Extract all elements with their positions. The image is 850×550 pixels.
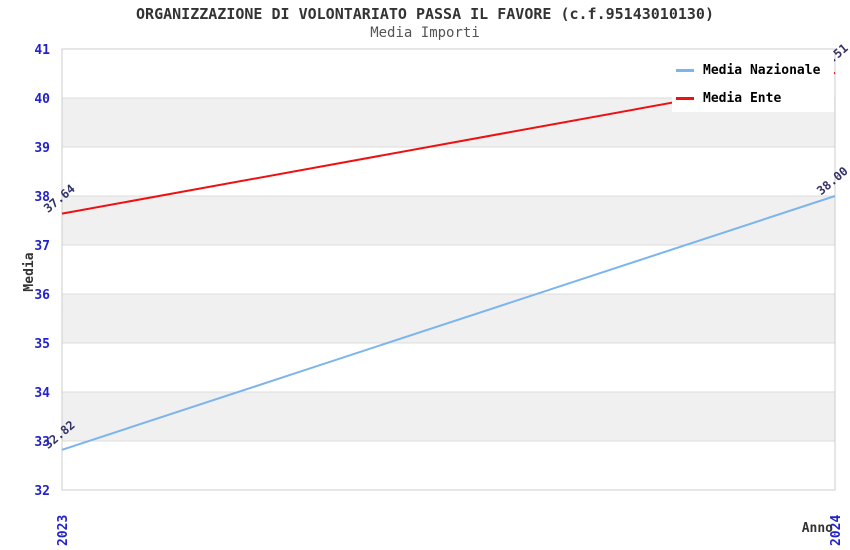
- grid-band: [62, 147, 835, 196]
- y-tick-label: 39: [34, 141, 50, 156]
- grid-band: [62, 294, 835, 343]
- y-tick-label: 34: [34, 386, 50, 401]
- legend-label: Media Nazionale: [703, 62, 821, 78]
- x-axis-title: Anno: [802, 521, 833, 536]
- plot-border: [61, 48, 836, 491]
- y-tick-label: 33: [34, 435, 50, 450]
- legend-line-marker-blue: [676, 68, 694, 72]
- y-tick-label: 35: [34, 337, 50, 352]
- y-tick-label: 41: [34, 43, 50, 58]
- y-tick-label: 40: [34, 92, 50, 107]
- y-axis-title: Media: [22, 252, 37, 291]
- series-line-media-nazionale: [61, 195, 836, 451]
- legend: Media Nazionale Media Ente: [672, 56, 835, 112]
- y-tick-label: 37: [34, 239, 50, 254]
- legend-line-marker-red: [676, 96, 694, 100]
- grid-band: [62, 196, 835, 245]
- y-tick-label: 38: [34, 190, 50, 205]
- chart-title: ORGANIZZAZIONE DI VOLONTARIATO PASSA IL …: [136, 5, 714, 23]
- legend-item-media-ente: Media Ente: [676, 88, 820, 108]
- x-tick-label: 2024: [829, 515, 844, 546]
- grid-band: [62, 245, 835, 294]
- grid-band: [62, 441, 835, 490]
- legend-item-media-nazionale: Media Nazionale: [676, 60, 820, 80]
- grid-band: [62, 343, 835, 392]
- grid-band: [62, 392, 835, 441]
- y-tick-label: 36: [34, 288, 50, 303]
- chart-subtitle: Media Importi: [370, 25, 480, 41]
- x-tick-label: 2023: [56, 515, 71, 546]
- legend-label: Media Ente: [703, 90, 782, 106]
- y-tick-label: 32: [34, 484, 50, 499]
